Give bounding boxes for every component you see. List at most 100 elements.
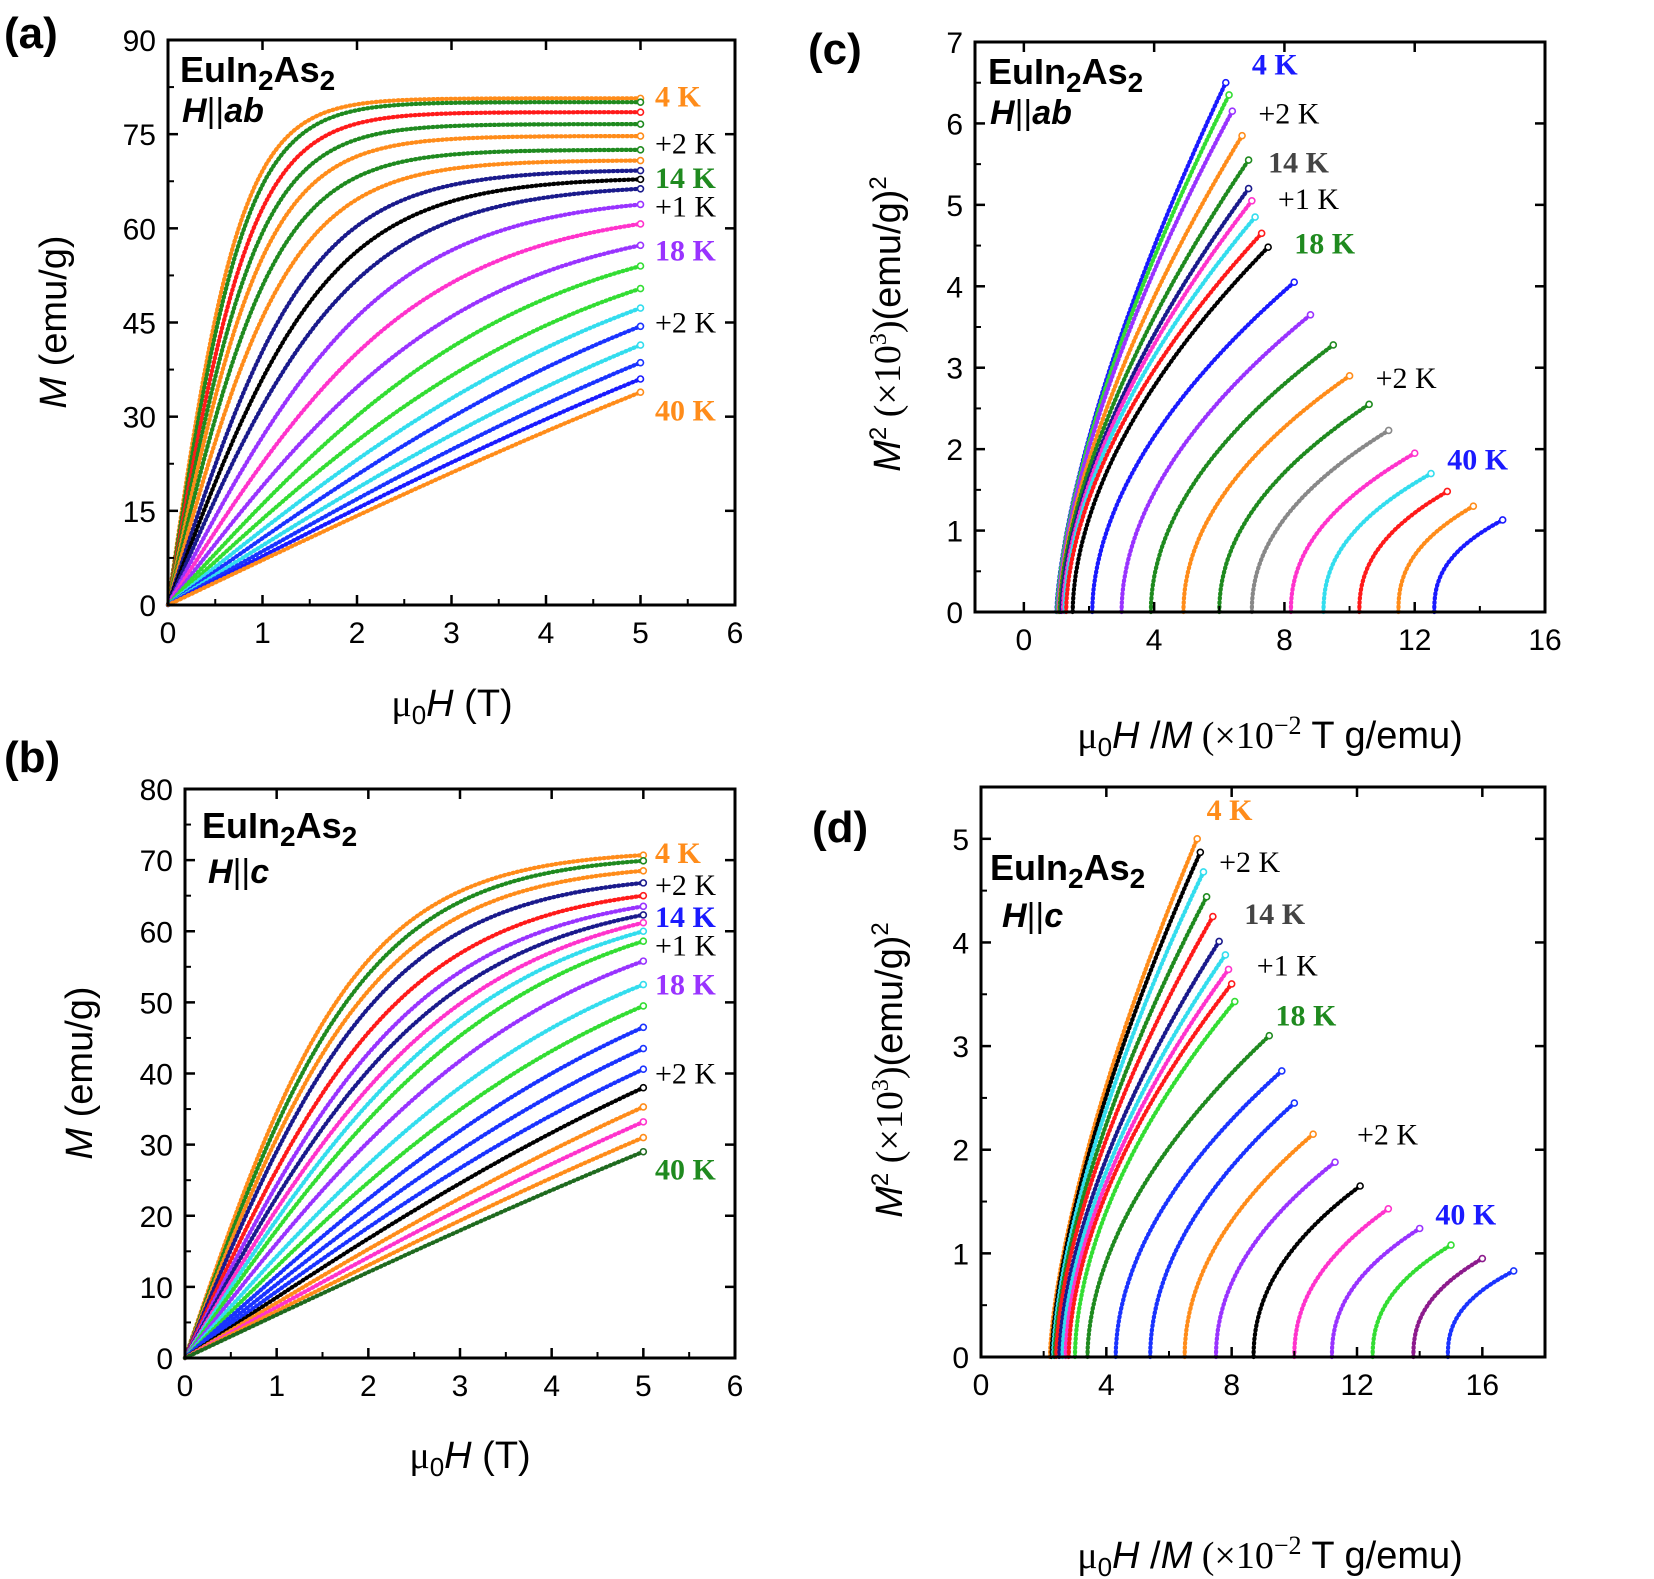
y-tick-label: 6 (946, 108, 963, 141)
temperature-label: 4 K (655, 81, 702, 114)
arrott-curve (1057, 939, 1222, 1360)
y-axis-label: M (emu/g) (59, 986, 101, 1159)
label-part: 3 (868, 1079, 894, 1091)
series-end-marker (636, 220, 645, 228)
series-end-marker (1498, 516, 1507, 524)
y-axis-label: M2 (×103)(emu/g)2 (865, 176, 909, 472)
series-end-marker (1447, 1241, 1455, 1249)
series-end-marker (1329, 341, 1338, 349)
series-end-marker (636, 200, 645, 209)
series-end-marker (636, 358, 645, 367)
mh-curve (165, 376, 643, 608)
series-end-marker (639, 937, 648, 946)
x-axis-label: μ0H (T) (409, 1435, 530, 1482)
series-end-marker (1202, 893, 1211, 901)
label-part: T g/emu) (1302, 1535, 1463, 1577)
label-part: μ (409, 1435, 429, 1477)
x-tick-label: 2 (360, 1370, 377, 1403)
arrott-curve (1064, 231, 1264, 615)
mh-curve (182, 1085, 646, 1361)
label-part: H (1002, 897, 1028, 935)
arrott-curve (1148, 342, 1336, 615)
label-part: H (1112, 715, 1140, 757)
temperature-label: 18 K (1276, 999, 1338, 1032)
label-part: 2 (1128, 67, 1144, 98)
arrott-curve (1396, 504, 1476, 615)
series-end-marker (1196, 848, 1205, 857)
series-end-marker (636, 322, 645, 331)
y-tick-label: 70 (140, 845, 173, 878)
series-end-marker (1309, 1130, 1317, 1138)
series-end-marker (636, 98, 645, 106)
series-end-marker (639, 1147, 648, 1156)
panel-letter: (d) (812, 803, 868, 852)
x-tick-label: 12 (1340, 1369, 1373, 1402)
arrott-curve (1072, 999, 1237, 1360)
x-tick-label: 6 (727, 617, 744, 650)
series-end-marker (1509, 1267, 1518, 1275)
temperature-label: 40 K (655, 1154, 717, 1187)
x-tick-label: 1 (254, 617, 271, 650)
temperature-label: 18 K (655, 969, 717, 1002)
series-end-marker (636, 341, 645, 349)
series-end-marker (1224, 965, 1233, 974)
series-end-marker (639, 1103, 648, 1111)
arrott-curve (1251, 1183, 1363, 1360)
series-end-marker (1478, 1254, 1487, 1263)
temperature-label: 14 K (1268, 146, 1330, 179)
arrott-curve (1063, 967, 1231, 1360)
label-part: 2 (867, 1173, 894, 1186)
mh-curve (165, 100, 643, 608)
label-part: H (1112, 1535, 1140, 1577)
mh-curve (182, 1025, 646, 1361)
mh-curve (165, 343, 643, 608)
label-part: || (207, 92, 225, 130)
series-end-marker (1356, 1182, 1364, 1190)
series-end-marker (639, 1065, 648, 1074)
y-tick-label: 60 (140, 916, 173, 949)
arrott-curve (1213, 1160, 1338, 1360)
x-tick-label: 6 (727, 1370, 744, 1403)
arrott-curve (1445, 1268, 1516, 1360)
label-part: 0 (430, 1452, 444, 1482)
arrott-curve (1119, 312, 1313, 615)
label-part: / (1140, 715, 1162, 757)
arrott-curve (1060, 952, 1228, 1360)
label-part: EuIn (180, 49, 258, 90)
label-part: M (33, 377, 75, 409)
label-part: As (1082, 51, 1128, 92)
mh-curve (165, 263, 643, 608)
temperature-label: 40 K (1435, 1198, 1497, 1231)
series-end-marker (636, 375, 645, 383)
mh-curve (182, 893, 646, 1361)
compound-title: EuIn2As2 (202, 805, 357, 852)
arrott-curve (1432, 517, 1505, 615)
y-tick-label: 30 (140, 1130, 173, 1163)
mh-curve (182, 853, 646, 1361)
mh-curve (182, 1067, 646, 1361)
mh-curve (165, 221, 643, 608)
label-part: (×10 (1192, 1535, 1274, 1577)
series-end-marker (1244, 184, 1253, 193)
series-end-marker (1264, 243, 1272, 251)
label-part: 2 (280, 821, 296, 852)
mh-curve (165, 110, 643, 608)
label-part: / (1140, 1535, 1162, 1577)
y-tick-label: 40 (140, 1059, 173, 1092)
temperature-label: +2 K (655, 869, 716, 902)
label-part: (emu/g) (867, 190, 909, 321)
temperature-label: 4 K (655, 837, 702, 870)
series-end-marker (1384, 1205, 1393, 1213)
label-part: H (208, 853, 234, 891)
series-end-marker (636, 262, 645, 270)
y-tick-label: 75 (123, 119, 156, 152)
temperature-label: +1 K (655, 190, 716, 223)
series-end-marker (639, 1044, 648, 1053)
label-part: 2 (865, 176, 892, 189)
y-tick-label: 4 (946, 271, 963, 304)
mh-curve (165, 243, 643, 608)
